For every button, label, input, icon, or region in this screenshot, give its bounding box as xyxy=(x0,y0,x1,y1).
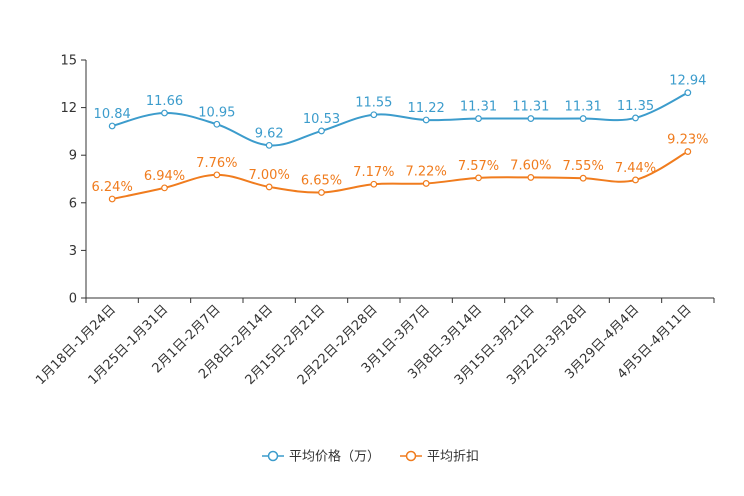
data-point xyxy=(579,174,587,182)
data-label: 7.00% xyxy=(249,168,290,183)
data-label: 11.35 xyxy=(617,99,654,114)
legend: 平均价格（万） 平均折扣 xyxy=(262,449,479,465)
data-point xyxy=(213,120,221,128)
data-point xyxy=(684,89,692,97)
data-point xyxy=(370,111,378,119)
data-label: 11.31 xyxy=(565,100,602,115)
y-tick-label: 0 xyxy=(69,292,77,307)
data-point xyxy=(161,184,168,192)
data-label: 7.60% xyxy=(510,158,551,173)
data-point xyxy=(475,174,482,182)
data-label: 11.31 xyxy=(512,100,549,115)
y-tick-label: 15 xyxy=(60,54,77,69)
data-point xyxy=(475,115,482,122)
data-point xyxy=(265,141,273,149)
data-label: 7.44% xyxy=(615,161,656,176)
y-tick-label: 9 xyxy=(69,149,77,164)
data-point xyxy=(265,183,273,191)
data-point xyxy=(213,171,221,179)
legend-item-2: 平均折扣 xyxy=(400,450,479,465)
data-point xyxy=(318,127,325,135)
data-label: 10.95 xyxy=(198,105,235,120)
data-point xyxy=(632,176,639,184)
data-label: 11.55 xyxy=(355,96,392,111)
data-point xyxy=(684,148,692,155)
data-label: 7.22% xyxy=(406,164,447,179)
y-tick-label: 12 xyxy=(60,101,77,116)
data-label: 9.62 xyxy=(255,126,284,141)
data-point xyxy=(527,174,535,181)
data-label: 6.94% xyxy=(144,169,185,184)
data-label: 7.17% xyxy=(353,165,394,180)
legend-item-1: 平均价格（万） xyxy=(262,449,380,465)
legend-swatch-marker xyxy=(267,450,279,462)
series-2: 6.24% 6.94% 7.76% 7.00% 6.65% 7.17% 7.22% 7.57%… xyxy=(92,133,708,203)
data-point xyxy=(527,115,535,122)
data-label: 10.84 xyxy=(94,107,131,122)
series-line xyxy=(111,91,689,147)
data-label: 10.53 xyxy=(303,112,340,127)
data-point xyxy=(161,109,168,117)
y-tick-label: 3 xyxy=(69,244,77,259)
data-label: 7.57% xyxy=(458,159,499,174)
data-point xyxy=(108,122,116,130)
data-label: 6.65% xyxy=(301,173,342,188)
series-line xyxy=(111,150,689,200)
data-label: 6.24% xyxy=(92,180,133,195)
legend-label: 平均价格（万） xyxy=(289,449,380,465)
data-label: 11.31 xyxy=(460,100,497,115)
data-point xyxy=(422,116,430,124)
data-point xyxy=(632,114,639,122)
data-point xyxy=(370,180,378,188)
data-label: 12.94 xyxy=(669,74,706,89)
data-point xyxy=(108,195,116,203)
series-layer: 10.84 11.66 10.95 9.62 10.53 11.55 11.22 11.31 1… xyxy=(92,74,708,203)
y-tick-label: 6 xyxy=(69,196,77,211)
series-1: 10.84 11.66 10.95 9.62 10.53 11.55 11.22 11.31 1… xyxy=(94,74,706,149)
data-label: 11.22 xyxy=(408,101,445,116)
data-label: 7.55% xyxy=(563,159,604,174)
data-point xyxy=(579,115,587,122)
legend-label: 平均折扣 xyxy=(427,450,479,465)
data-point xyxy=(422,180,430,187)
data-point xyxy=(318,189,325,196)
legend-swatch-marker xyxy=(405,450,417,462)
data-label: 9.23% xyxy=(667,133,708,148)
data-label: 7.76% xyxy=(196,156,237,171)
data-label: 11.66 xyxy=(146,94,183,109)
